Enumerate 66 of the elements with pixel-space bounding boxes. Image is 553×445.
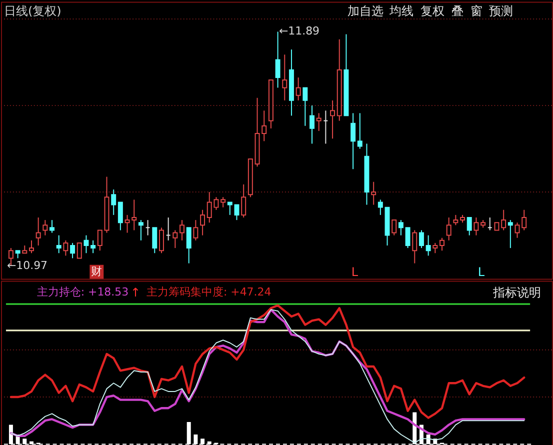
- candlestick: [371, 181, 376, 206]
- candlestick: [350, 112, 356, 170]
- annotation: ←11.89: [278, 24, 320, 38]
- candlestick: [440, 237, 444, 252]
- candlestick: [405, 227, 410, 249]
- candlestick: [296, 77, 301, 101]
- text: 复权: [420, 4, 444, 18]
- candlestick: [180, 220, 184, 241]
- candlestick: [97, 230, 102, 252]
- candlestick: [42, 220, 48, 236]
- annotation: ←10.97: [6, 258, 48, 272]
- candlestick: [152, 227, 158, 254]
- text: 均线: [388, 4, 414, 18]
- candlestick: [200, 209, 206, 236]
- candlestick: [412, 230, 418, 264]
- text: 主力持仓: +18.53: [36, 286, 129, 299]
- candlestick: [28, 240, 34, 254]
- candlestick: [158, 227, 164, 254]
- candlestick: [241, 184, 246, 218]
- candlestick: [330, 100, 336, 140]
- candlestick: [220, 196, 226, 208]
- annotation: L: [351, 264, 358, 279]
- candlestick: [234, 204, 240, 221]
- candlestick: [227, 202, 232, 216]
- candlestick: [508, 220, 513, 249]
- candlestick: [138, 220, 144, 241]
- annotation: L: [478, 264, 485, 279]
- chart-title: 日线(复权): [4, 4, 62, 18]
- text: 指标说明: [492, 286, 542, 300]
- text: 加自选: [348, 4, 384, 18]
- candlestick: [111, 188, 116, 216]
- candlestick: [282, 54, 288, 101]
- candlestick: [90, 240, 96, 254]
- text: 叠: [451, 4, 464, 18]
- candlestick: [118, 202, 123, 231]
- candlestick: [193, 220, 198, 241]
- candlestick: [76, 242, 82, 259]
- candlestick: [56, 234, 62, 254]
- candlestick: [316, 112, 322, 132]
- candlestick: [36, 216, 41, 246]
- candlestick: [275, 31, 280, 88]
- candlestick: [70, 242, 76, 259]
- candlestick: [446, 216, 452, 241]
- candlestick: [357, 112, 362, 150]
- candlestick: [302, 87, 308, 126]
- annotation: 财: [91, 264, 102, 278]
- candlestick: [84, 234, 89, 254]
- candlestick: [501, 209, 506, 231]
- candlestick: [50, 220, 55, 234]
- series-label: 主力筹码集中度: +47.24: [146, 286, 272, 299]
- candlestick: [466, 216, 472, 236]
- candlestick: [418, 230, 424, 249]
- candlestick: [310, 105, 314, 144]
- candlestick: [172, 230, 178, 249]
- candlestick: [398, 220, 404, 236]
- candlestick: [426, 234, 431, 256]
- candlestick: [392, 220, 397, 236]
- text: 预测: [489, 4, 514, 18]
- candlestick: [453, 214, 458, 226]
- text: ↑: [130, 286, 141, 300]
- candlestick: [378, 199, 383, 216]
- candlestick: [63, 240, 68, 256]
- text: 窗: [470, 4, 482, 18]
- candlestick: [186, 227, 192, 264]
- candlestick: [432, 242, 438, 254]
- candlestick: [474, 216, 479, 236]
